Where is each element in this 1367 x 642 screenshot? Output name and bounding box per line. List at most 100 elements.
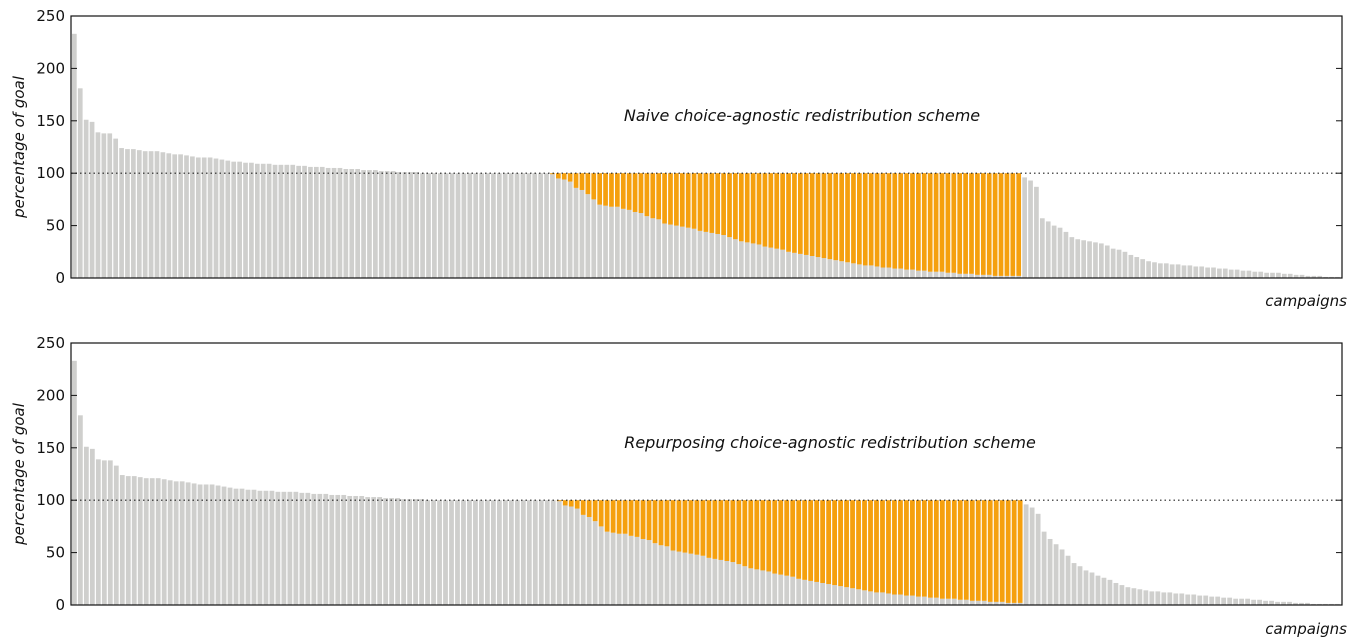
- bar-original: [886, 593, 891, 605]
- bar-original: [1217, 268, 1222, 278]
- bar-original: [945, 598, 951, 605]
- bar-original: [778, 574, 784, 605]
- bar-original: [652, 543, 658, 605]
- bar-original: [772, 573, 778, 605]
- bar-added: [567, 173, 573, 182]
- bar-original: [245, 489, 251, 605]
- bar-original: [969, 273, 974, 278]
- bar-original: [762, 246, 768, 278]
- bar-original: [185, 482, 191, 605]
- bar-added: [963, 173, 968, 274]
- bar-original: [632, 211, 638, 278]
- bar-original: [862, 265, 868, 278]
- bar-original: [1005, 602, 1011, 605]
- bar-original: [221, 486, 227, 605]
- bar-original: [561, 179, 567, 278]
- bar-original: [1004, 275, 1010, 278]
- bar-original: [1010, 275, 1016, 278]
- bar-original: [1063, 231, 1069, 278]
- bar-added: [703, 173, 709, 232]
- bar-original: [1281, 601, 1286, 605]
- y-tick-label: 250: [36, 334, 65, 352]
- bar-added: [780, 173, 785, 250]
- bar-original: [260, 163, 266, 278]
- bar-original: [987, 601, 993, 605]
- bar-original: [413, 499, 418, 605]
- bar-original: [389, 498, 395, 605]
- bar-original: [155, 478, 161, 605]
- bar-added: [999, 500, 1005, 602]
- bar-original: [131, 149, 136, 278]
- bar-original: [1047, 538, 1053, 605]
- bar-added: [573, 173, 579, 188]
- bar-original: [1233, 598, 1239, 605]
- bar-original: [1299, 602, 1304, 605]
- bar-original: [808, 580, 814, 605]
- bar-original: [203, 484, 209, 605]
- bar-added: [1016, 173, 1022, 276]
- y-tick-label: 200: [36, 386, 65, 404]
- bar-added: [874, 500, 879, 593]
- bar-original: [792, 252, 797, 278]
- bar-added: [945, 173, 951, 273]
- bar-original: [774, 248, 780, 278]
- bar-added: [718, 500, 724, 560]
- bar-original: [420, 173, 425, 278]
- bar-original: [401, 499, 407, 605]
- bar-original: [892, 594, 897, 605]
- bar-added: [774, 173, 780, 249]
- bar-original: [736, 564, 742, 605]
- bar-original: [733, 239, 738, 278]
- bar-original: [473, 500, 478, 605]
- bar-original: [898, 268, 904, 278]
- bar-original: [281, 491, 287, 605]
- bar-added: [904, 500, 909, 596]
- bar-original: [768, 247, 774, 278]
- bar-added: [845, 173, 850, 263]
- bar-added: [868, 500, 873, 592]
- x-axis-label-naive: campaigns: [1265, 292, 1347, 310]
- bar-original: [1125, 587, 1131, 605]
- bar-original: [426, 173, 431, 278]
- bar-original: [550, 500, 556, 605]
- bar-original: [786, 251, 791, 278]
- bar-original: [317, 493, 323, 605]
- bar-added: [616, 500, 622, 534]
- bar-original: [1104, 245, 1110, 278]
- bar-added: [715, 173, 721, 234]
- bar-original: [742, 566, 748, 605]
- bar-original: [868, 265, 874, 278]
- bar-added: [898, 173, 904, 269]
- bar-added: [916, 500, 921, 597]
- bar-original: [343, 169, 349, 278]
- bar-added: [945, 500, 951, 599]
- bar-original: [604, 531, 610, 605]
- bar-original: [1045, 221, 1051, 278]
- bar-added: [921, 173, 927, 271]
- bar-original: [311, 493, 317, 605]
- bar-added: [802, 500, 808, 580]
- bar-original: [396, 172, 402, 278]
- bar-original: [969, 600, 975, 605]
- bar-original: [190, 156, 195, 278]
- bar-original: [290, 164, 296, 278]
- bar-original: [119, 148, 124, 278]
- bar-original: [1017, 602, 1023, 605]
- bar-original: [556, 501, 562, 605]
- bar-added: [998, 173, 1004, 276]
- bar-original: [508, 173, 514, 278]
- bar-original: [148, 151, 154, 278]
- bar-original: [243, 162, 248, 278]
- bar-original: [676, 551, 682, 605]
- bar-original: [1293, 274, 1299, 278]
- bar-original: [644, 216, 650, 278]
- bar-added: [975, 173, 980, 275]
- bar-original: [756, 244, 762, 278]
- bar-added: [827, 173, 833, 260]
- bar-original: [514, 173, 520, 278]
- bar-original: [1227, 597, 1233, 605]
- bar-added: [927, 500, 933, 598]
- bar-original: [1077, 566, 1083, 605]
- bar-original: [443, 173, 449, 278]
- bar-original: [1245, 598, 1251, 605]
